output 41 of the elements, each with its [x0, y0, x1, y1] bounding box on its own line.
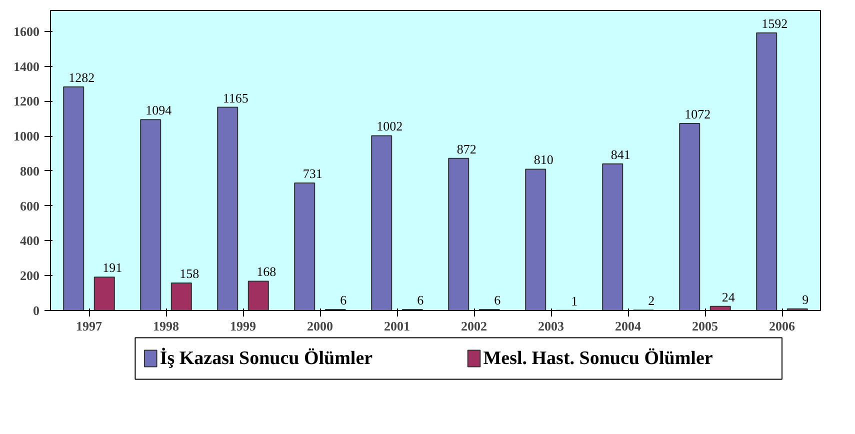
y-tick-label: 400 [20, 233, 40, 248]
y-tick-label: 1000 [14, 128, 40, 144]
data-label: 1592 [762, 16, 788, 31]
x-tick-label: 1999 [230, 318, 256, 334]
x-tick-label: 2003 [538, 318, 564, 334]
y-tick-label: 1200 [14, 94, 40, 109]
x-tick-label: 2001 [384, 318, 410, 334]
data-label: 1 [571, 293, 578, 308]
data-label: 9 [802, 292, 809, 307]
legend-label: Mesl. Hast. Sonucu Ölümler [483, 348, 714, 369]
data-label: 1094 [146, 102, 172, 118]
data-label: 731 [302, 166, 322, 181]
x-tick-label: 1997 [76, 318, 102, 334]
data-label: 6 [417, 292, 424, 308]
data-label: 1165 [222, 90, 248, 106]
data-label: 872 [456, 141, 476, 156]
data-label: 2 [648, 293, 655, 308]
data-label: 158 [180, 266, 200, 281]
x-tick-label: 2000 [307, 318, 333, 334]
x-tick-label: 1998 [153, 318, 180, 334]
data-label: 191 [102, 260, 122, 276]
y-tick-label: 800 [20, 163, 40, 178]
y-tick-label: 1600 [14, 24, 40, 39]
data-label: 1002 [376, 118, 403, 134]
y-tick-label: 1400 [14, 58, 40, 74]
data-label: 841 [610, 146, 630, 162]
data-label: 6 [340, 292, 348, 308]
legend-label: İş Kazası Sonucu Ölümler [160, 347, 374, 369]
x-tick-label: 2004 [615, 318, 642, 334]
data-label: 6 [494, 292, 502, 308]
data-label: 168 [256, 264, 276, 280]
x-tick-label: 2002 [461, 318, 487, 334]
y-tick-label: 0 [33, 303, 40, 318]
data-label: 1282 [68, 70, 95, 85]
data-label: 1072 [684, 106, 711, 122]
x-tick-label: 2005 [692, 318, 718, 334]
y-tick-label: 600 [20, 198, 40, 214]
x-tick-label: 2006 [769, 318, 796, 334]
y-tick-label: 200 [20, 268, 40, 284]
data-label: 24 [722, 289, 736, 304]
data-label: 810 [534, 152, 554, 168]
